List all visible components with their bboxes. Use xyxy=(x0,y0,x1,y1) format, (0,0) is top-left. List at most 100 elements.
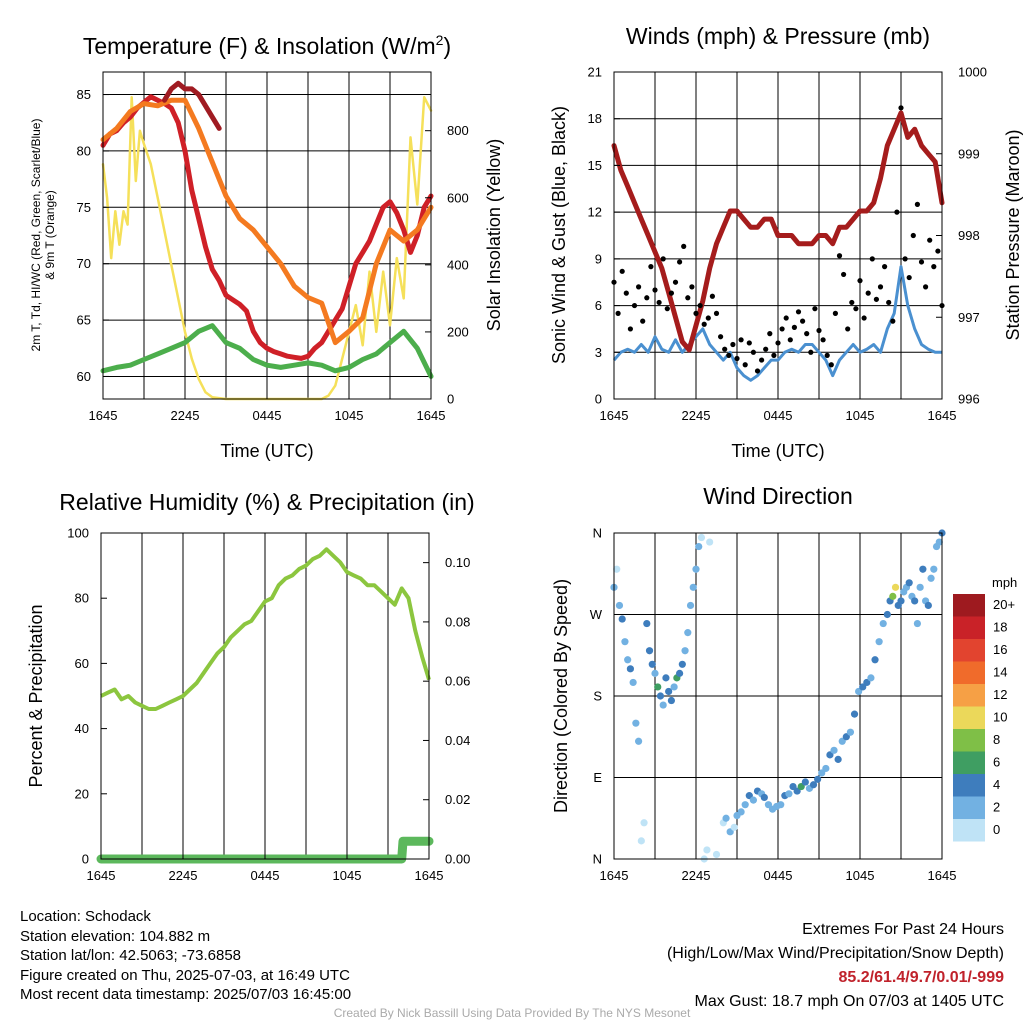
rh-xtick-label: 2245 xyxy=(169,868,198,883)
rh-ytick-left-label: 0 xyxy=(82,852,89,867)
gust-point xyxy=(804,331,810,337)
legend-label: 16 xyxy=(993,642,1007,657)
legend-swatch xyxy=(953,729,985,752)
gust-point xyxy=(800,318,806,324)
rh-ytick-left-label: 100 xyxy=(67,526,89,541)
legend-label: 6 xyxy=(993,755,1000,770)
gust-point xyxy=(824,352,830,358)
temp-xtick-label: 1645 xyxy=(89,408,118,423)
direction-point xyxy=(703,846,711,854)
temp-ylabel-right: Solar Insolation (Yellow) xyxy=(484,139,504,331)
legend-swatch xyxy=(953,594,985,617)
wind-ylabel-left: Sonic Wind & Gust (Blue, Black) xyxy=(549,106,569,364)
station-latlon: Station lat/lon: 42.5063; -73.6858 xyxy=(20,947,242,964)
temp-ytick-left-label: 65 xyxy=(77,313,91,328)
gust-point xyxy=(849,299,855,306)
station-elevation: Station elevation: 104.882 m xyxy=(20,927,211,945)
direction-point xyxy=(659,701,667,709)
gust-point xyxy=(918,259,925,265)
gust-point xyxy=(734,355,740,362)
gust-point xyxy=(668,290,675,296)
wind-xtick-label: 1645 xyxy=(600,408,629,423)
direction-point xyxy=(814,775,822,783)
direction-point xyxy=(809,781,818,789)
gust-point xyxy=(652,287,658,293)
direction-point xyxy=(676,669,684,677)
direction-point xyxy=(697,533,706,542)
direction-point xyxy=(629,678,637,687)
direction-point xyxy=(712,850,721,859)
gust-point xyxy=(828,362,834,368)
wind-ytick-left-label: 18 xyxy=(588,111,602,126)
direction-point xyxy=(695,542,703,551)
gust-point xyxy=(689,284,695,290)
legend-swatch xyxy=(953,819,985,842)
dir-ylabel-left: Direction (Colored By Speed) xyxy=(551,579,571,813)
gust-point xyxy=(787,337,793,343)
direction-point xyxy=(648,660,656,668)
gust-point xyxy=(836,253,843,259)
gust-point xyxy=(877,284,884,290)
gust-point xyxy=(910,232,916,239)
gust-point xyxy=(619,268,625,274)
figure-created: Figure created on Thu, 2025-07-03, at 16… xyxy=(20,966,350,984)
svg-text:& 9m T (Orange): & 9m T (Orange) xyxy=(43,190,57,280)
direction-point xyxy=(670,683,678,691)
rh-ytick-left-label: 40 xyxy=(75,721,89,736)
gust-point xyxy=(644,295,650,301)
gust-point xyxy=(685,295,691,301)
wind-xlabel: Time (UTC) xyxy=(731,441,824,461)
direction-point xyxy=(624,656,632,664)
gust-point xyxy=(771,352,777,358)
direction-point xyxy=(662,674,670,682)
temp-ytick-right-label: 400 xyxy=(447,257,469,272)
gust-point xyxy=(705,315,711,321)
direction-point xyxy=(935,538,943,546)
gust-point xyxy=(795,309,802,315)
wind-speed-line xyxy=(612,265,942,382)
direction-point xyxy=(897,597,905,605)
rh-ytick-left-label: 20 xyxy=(75,786,89,801)
gust-point xyxy=(763,346,769,352)
direction-point xyxy=(722,814,730,822)
direction-point xyxy=(871,656,879,664)
direction-point xyxy=(678,660,686,668)
direction-point xyxy=(924,601,932,610)
direction-point xyxy=(916,583,924,591)
direction-point xyxy=(850,710,859,718)
temp-ytick-right-label: 600 xyxy=(447,190,469,205)
gust-point xyxy=(873,296,880,302)
direction-point xyxy=(651,669,659,677)
direction-point xyxy=(911,597,919,605)
temp-ytick-right-label: 0 xyxy=(447,392,454,407)
wind-ytick-left-label: 9 xyxy=(595,251,602,266)
direction-point xyxy=(665,687,673,696)
wind-panel: Winds (mph) & Pressure (mb) 1645 2245 0445… xyxy=(549,23,1023,461)
wind-xtick-label: 0445 xyxy=(764,408,793,423)
gust-point xyxy=(722,346,728,352)
pressure-line xyxy=(611,110,945,353)
direction-point xyxy=(846,728,855,736)
gust-point xyxy=(783,315,789,321)
temp-series-line xyxy=(100,323,434,379)
legend-swatch xyxy=(953,639,985,662)
gust-point xyxy=(816,327,822,334)
rh-title: Relative Humidity (%) & Precipitation (i… xyxy=(59,489,474,515)
gust-point xyxy=(648,264,654,270)
direction-point xyxy=(621,638,629,646)
direction-point xyxy=(632,719,640,727)
direction-point xyxy=(875,638,883,646)
direction-point xyxy=(919,565,927,573)
wind-ytick-left-label: 12 xyxy=(588,205,602,220)
legend-label: 4 xyxy=(993,777,1000,792)
legend-swatch xyxy=(953,684,985,707)
gust-point xyxy=(615,310,621,316)
dir-xtick-label: 2245 xyxy=(682,868,711,883)
temp-series-line xyxy=(100,97,434,346)
rh-ytick-right-label: 0.04 xyxy=(445,733,470,748)
direction-point xyxy=(777,801,785,809)
direction-point xyxy=(654,683,662,691)
direction-point xyxy=(645,647,654,655)
extremes-info: Extremes For Past 24 Hours (High/Low/Max… xyxy=(667,918,1004,1014)
temp-xtick-label: 1045 xyxy=(335,408,364,423)
